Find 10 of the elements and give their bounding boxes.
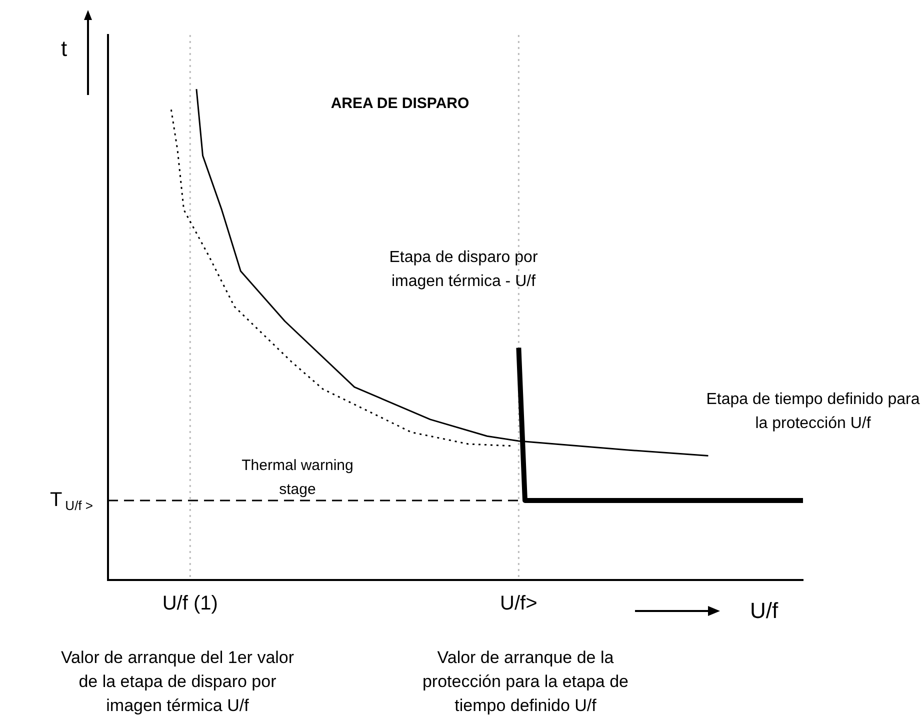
text: Valor de arranque del 1er valor de la etapa de disparo por imagen térmica U/f <box>60 647 296 717</box>
x-tick-label: U/f> <box>500 592 538 615</box>
x-axis-title: U/f <box>750 598 778 624</box>
annotation: Etapa de tiempo definido para la protección U/f <box>705 390 921 434</box>
text: Valor de arranque de la protección para la etapa de tiempo definido U/f <box>421 647 630 717</box>
x-tick-label: U/f (1) <box>162 592 218 615</box>
y-axis-title: t <box>61 36 68 62</box>
annotation: Etapa de disparo por imagen térmica - U/f <box>388 248 539 292</box>
annotation: Thermal warning stage <box>240 456 354 500</box>
annotation: AREA DE DISPARO <box>330 94 470 114</box>
